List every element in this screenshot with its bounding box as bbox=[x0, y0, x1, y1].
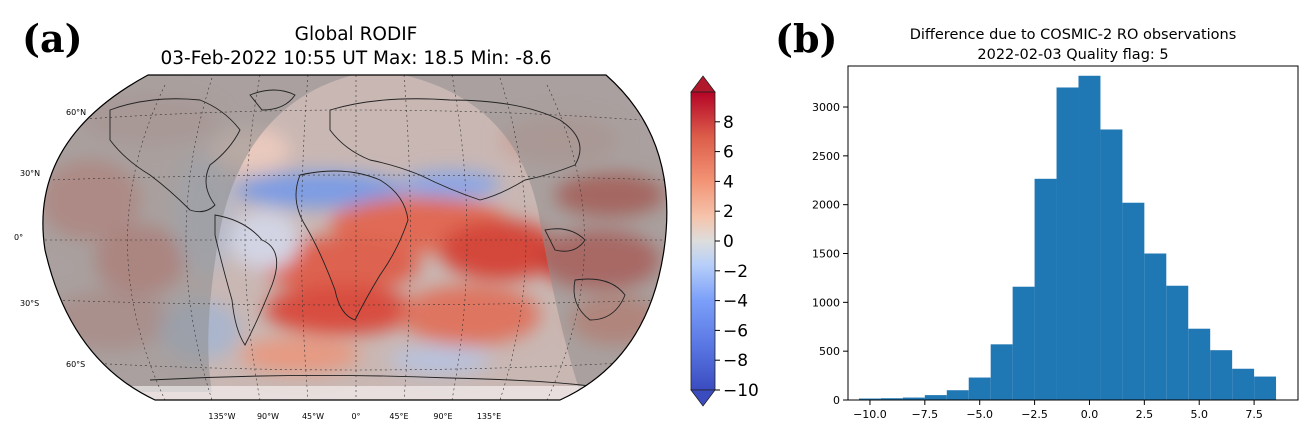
hist-bar bbox=[946, 390, 969, 400]
colorbar: 8 6 4 2 0 −2 −4 −6 −8 −10 bbox=[690, 75, 759, 407]
hist-x-tick-label: −10.0 bbox=[853, 408, 887, 421]
hist-bar bbox=[880, 398, 903, 400]
map-title: Global RODIF bbox=[295, 24, 418, 45]
lat-label: 30°S bbox=[20, 299, 39, 308]
hist-axes-frame bbox=[847, 65, 1299, 401]
colorbar-scale bbox=[690, 91, 716, 391]
hist-x-tick-label: −7.5 bbox=[911, 408, 938, 421]
hist-bar bbox=[1100, 129, 1123, 400]
lat-labels: 60°N 30°N 0° 30°S 60°S bbox=[14, 108, 86, 369]
hist-x-tick-label: 0.0 bbox=[1081, 408, 1099, 421]
lon-label: 135°W bbox=[208, 412, 235, 421]
hist-x-tick-label: 5.0 bbox=[1190, 408, 1208, 421]
colorbar-tick-label: −2 bbox=[723, 262, 748, 282]
hist-bar bbox=[990, 344, 1013, 400]
hist-bar bbox=[1034, 178, 1057, 400]
panel-a-label: (a) bbox=[22, 16, 83, 61]
hist-y-tick-label: 500 bbox=[819, 345, 840, 358]
colorbar-tick-label: −4 bbox=[723, 292, 748, 312]
hist-y-ticks: 0 500 1000 1500 2000 2500 3000 bbox=[812, 101, 848, 407]
hist-subtitle: 2022-02-03 Quality flag: 5 bbox=[977, 47, 1168, 63]
colorbar-tick-label: −10 bbox=[723, 381, 759, 401]
hist-x-tick-label: −5.0 bbox=[966, 408, 993, 421]
lat-label: 30°N bbox=[20, 169, 40, 178]
night-mask-west bbox=[42, 75, 380, 392]
hist-bar bbox=[1210, 350, 1233, 400]
hist-x-tick-label: −2.5 bbox=[1021, 408, 1048, 421]
lon-label: 90°E bbox=[433, 412, 452, 421]
colorbar-extend-low bbox=[690, 389, 716, 407]
hist-y-tick-label: 0 bbox=[833, 394, 840, 407]
colorbar-tick-label: 4 bbox=[723, 172, 734, 192]
hist-bar bbox=[1122, 202, 1145, 400]
histogram-bars bbox=[858, 75, 1277, 400]
colorbar-tick-label: −8 bbox=[723, 351, 748, 371]
hist-title: Difference due to COSMIC-2 RO observatio… bbox=[910, 27, 1237, 43]
colorbar-ticks: 8 6 4 2 0 −2 −4 −6 −8 −10 bbox=[715, 113, 759, 401]
hist-y-tick-label: 1000 bbox=[812, 296, 840, 309]
panel-b-label: (b) bbox=[775, 16, 838, 61]
hist-y-tick-label: 2500 bbox=[812, 150, 840, 163]
map-bottom-band bbox=[42, 386, 667, 400]
hist-y-tick-label: 3000 bbox=[812, 101, 840, 114]
hist-bar bbox=[968, 377, 991, 400]
hist-bar bbox=[1232, 368, 1255, 400]
hist-bar bbox=[1166, 285, 1189, 400]
panel-a: (a) Global RODIF 03-Feb-2022 10:55 UT Ma… bbox=[14, 16, 759, 421]
lon-label: 135°E bbox=[477, 412, 501, 421]
lat-label: 60°S bbox=[66, 360, 85, 369]
hist-bar bbox=[1012, 286, 1035, 400]
hist-x-tick-label: 2.5 bbox=[1136, 408, 1154, 421]
colorbar-tick-label: 6 bbox=[723, 143, 734, 163]
lat-label: 0° bbox=[14, 233, 23, 242]
colorbar-tick-label: 2 bbox=[723, 202, 734, 222]
world-map bbox=[42, 75, 667, 400]
colorbar-tick-label: 8 bbox=[723, 113, 734, 133]
lon-label: 90°W bbox=[257, 412, 279, 421]
colorbar-tick-label: −6 bbox=[723, 321, 748, 341]
hist-bar bbox=[1056, 87, 1079, 400]
hist-x-ticks: −10.0 −7.5 −5.0 −2.5 0.0 2.5 5.0 7.5 bbox=[853, 400, 1263, 421]
lon-label: 45°E bbox=[389, 412, 408, 421]
hist-y-tick-label: 1500 bbox=[812, 248, 840, 261]
lon-label: 0° bbox=[351, 412, 360, 421]
hist-bar bbox=[1254, 376, 1277, 400]
hist-bar bbox=[902, 397, 925, 400]
panel-b: (b) Difference due to COSMIC-2 RO observ… bbox=[775, 16, 1299, 421]
hist-x-tick-label: 7.5 bbox=[1245, 408, 1263, 421]
graticule bbox=[42, 75, 667, 400]
map-subtitle: 03-Feb-2022 10:55 UT Max: 18.5 Min: -8.6 bbox=[161, 48, 552, 69]
hist-y-tick-label: 2000 bbox=[812, 199, 840, 212]
lon-labels: 135°W 90°W 45°W 0° 45°E 90°E 135°E bbox=[208, 412, 501, 421]
lat-label: 60°N bbox=[66, 108, 86, 117]
hist-bar bbox=[924, 395, 947, 400]
hist-bar bbox=[1144, 253, 1167, 400]
hist-bar bbox=[1078, 75, 1101, 400]
lon-label: 45°W bbox=[302, 412, 324, 421]
hist-bar bbox=[858, 398, 881, 400]
night-mask-east bbox=[380, 75, 667, 392]
hist-bar bbox=[1188, 328, 1211, 400]
colorbar-extend-high bbox=[690, 75, 716, 93]
coastlines bbox=[109, 89, 626, 387]
colorbar-tick-label: 0 bbox=[723, 232, 734, 252]
